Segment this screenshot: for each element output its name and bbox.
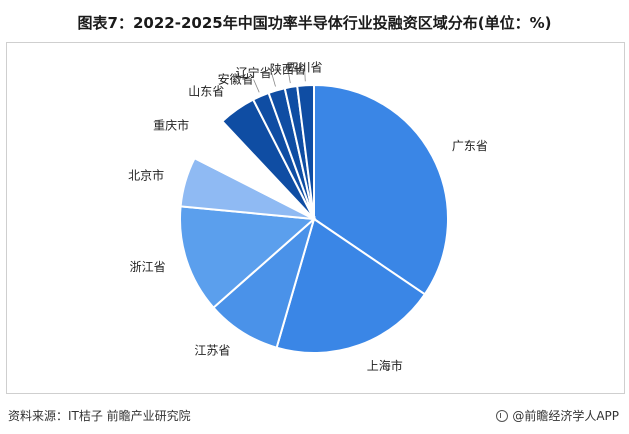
brand-note: @前瞻经济学人APP <box>496 407 619 424</box>
pie-label-5: 重庆市 <box>153 117 189 132</box>
leader-line-9 <box>287 69 291 84</box>
chart-frame: 广东省上海市 江苏省 浙江省 北京市 重庆市 山东省 安徽省 辽宁省 陕西省 四川省 <box>6 42 625 394</box>
pie-slice-1 <box>275 217 427 354</box>
leader-line-10 <box>304 67 306 82</box>
pie-label-7: 安徽省 <box>218 72 254 87</box>
pie-leader-lines <box>253 67 306 93</box>
brand-logo-icon <box>496 409 509 422</box>
pie-label-0: 广东省 <box>452 139 488 153</box>
pie-label-9: 陕西省 <box>270 61 306 76</box>
pie-label-1: 上海市 <box>367 358 403 373</box>
pie-label-2: 江苏省 <box>194 344 230 358</box>
pie-label-10: 四川省 <box>286 60 322 74</box>
pie-label-4: 北京市 <box>128 168 164 183</box>
pie-slice-3 <box>179 205 317 310</box>
pie-label-6: 山东省 <box>188 84 224 98</box>
pie-label-8: 辽宁省 <box>236 65 272 80</box>
source-note: 资料来源：IT桔子 前瞻产业研究院 <box>8 409 191 423</box>
pie-slice-10 <box>296 83 315 220</box>
brand-text: @前瞻经济学人APP <box>512 409 619 423</box>
leader-line-7 <box>253 79 260 93</box>
pie-label-3: 浙江省 <box>130 260 166 274</box>
pie-slices <box>179 83 449 354</box>
chart-title: 图表7：2022-2025年中国功率半导体行业投融资区域分布(单位：%) <box>77 14 552 32</box>
pie-slice-0 <box>313 83 449 296</box>
leader-line-8 <box>271 72 276 87</box>
